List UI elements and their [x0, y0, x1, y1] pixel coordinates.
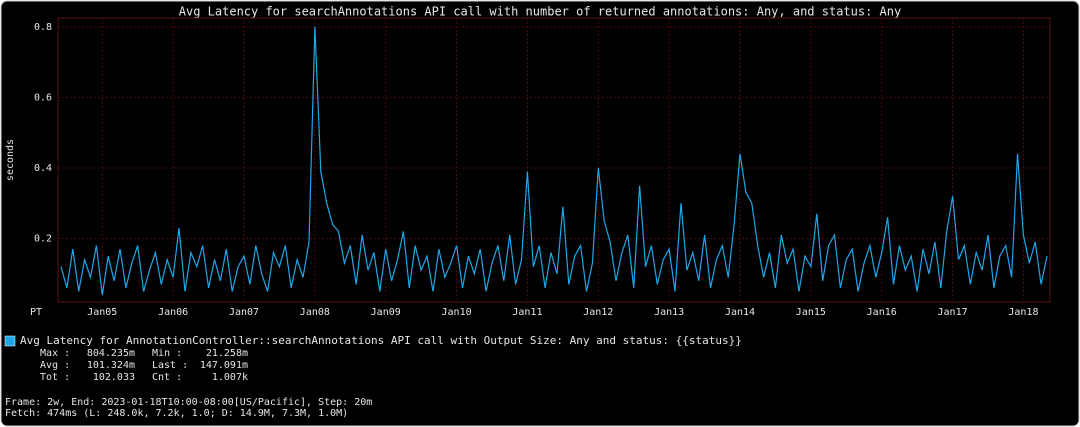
x-tick-label: Jan07 [229, 307, 259, 318]
x-tick-label: Jan14 [725, 307, 755, 318]
x-tick-label: Jan13 [654, 307, 684, 318]
stat-text: Max : [40, 348, 70, 359]
stat-text: 1.007k [212, 372, 248, 383]
x-tick-label: Jan05 [87, 307, 117, 318]
x-tick-label: Jan06 [158, 307, 188, 318]
y-axis-label: seconds [5, 139, 16, 181]
x-tick-label: Jan12 [583, 307, 613, 318]
footer-text: Frame: 2w, End: 2023-01-18T10:00-08:00[U… [5, 397, 372, 408]
stat-text: Avg : [40, 360, 70, 371]
stat-text: 804.235m [87, 348, 135, 359]
x-tick-label: Jan18 [1008, 307, 1038, 318]
legend-label: Avg Latency for AnnotationController::se… [20, 334, 742, 347]
stat-text: 102.033 [93, 372, 135, 383]
legend-swatch [4, 335, 16, 347]
stat-text: 21.258m [206, 348, 248, 359]
y-tick-label: 0.2 [34, 233, 52, 244]
series-line [60, 26, 1048, 295]
timezone-label: PT [30, 307, 42, 318]
stat-text: 101.324m [87, 360, 135, 371]
stat-text: 147.091m [200, 360, 248, 371]
chart-title: Avg Latency for searchAnnotations API ca… [179, 5, 901, 19]
x-tick-label: Jan11 [512, 307, 542, 318]
x-tick-label: Jan16 [867, 307, 897, 318]
x-tick-label: Jan09 [371, 307, 401, 318]
y-tick-label: 0.4 [34, 163, 52, 174]
x-tick-label: Jan08 [300, 307, 330, 318]
footer-text: Fetch: 474ms (L: 248.0k, 7.2k, 1.0; D: 1… [5, 408, 348, 419]
x-tick-label: Jan15 [796, 307, 826, 318]
stat-text: Cnt : [152, 372, 182, 383]
stat-text: Last : [152, 360, 188, 371]
stat-text: Min : [152, 348, 182, 359]
x-tick-label: Jan10 [442, 307, 472, 318]
y-tick-label: 0.8 [34, 22, 52, 33]
y-tick-label: 0.6 [34, 92, 52, 103]
plot-area [57, 17, 1051, 303]
stat-text: Tot : [40, 372, 70, 383]
x-tick-label: Jan17 [938, 307, 968, 318]
